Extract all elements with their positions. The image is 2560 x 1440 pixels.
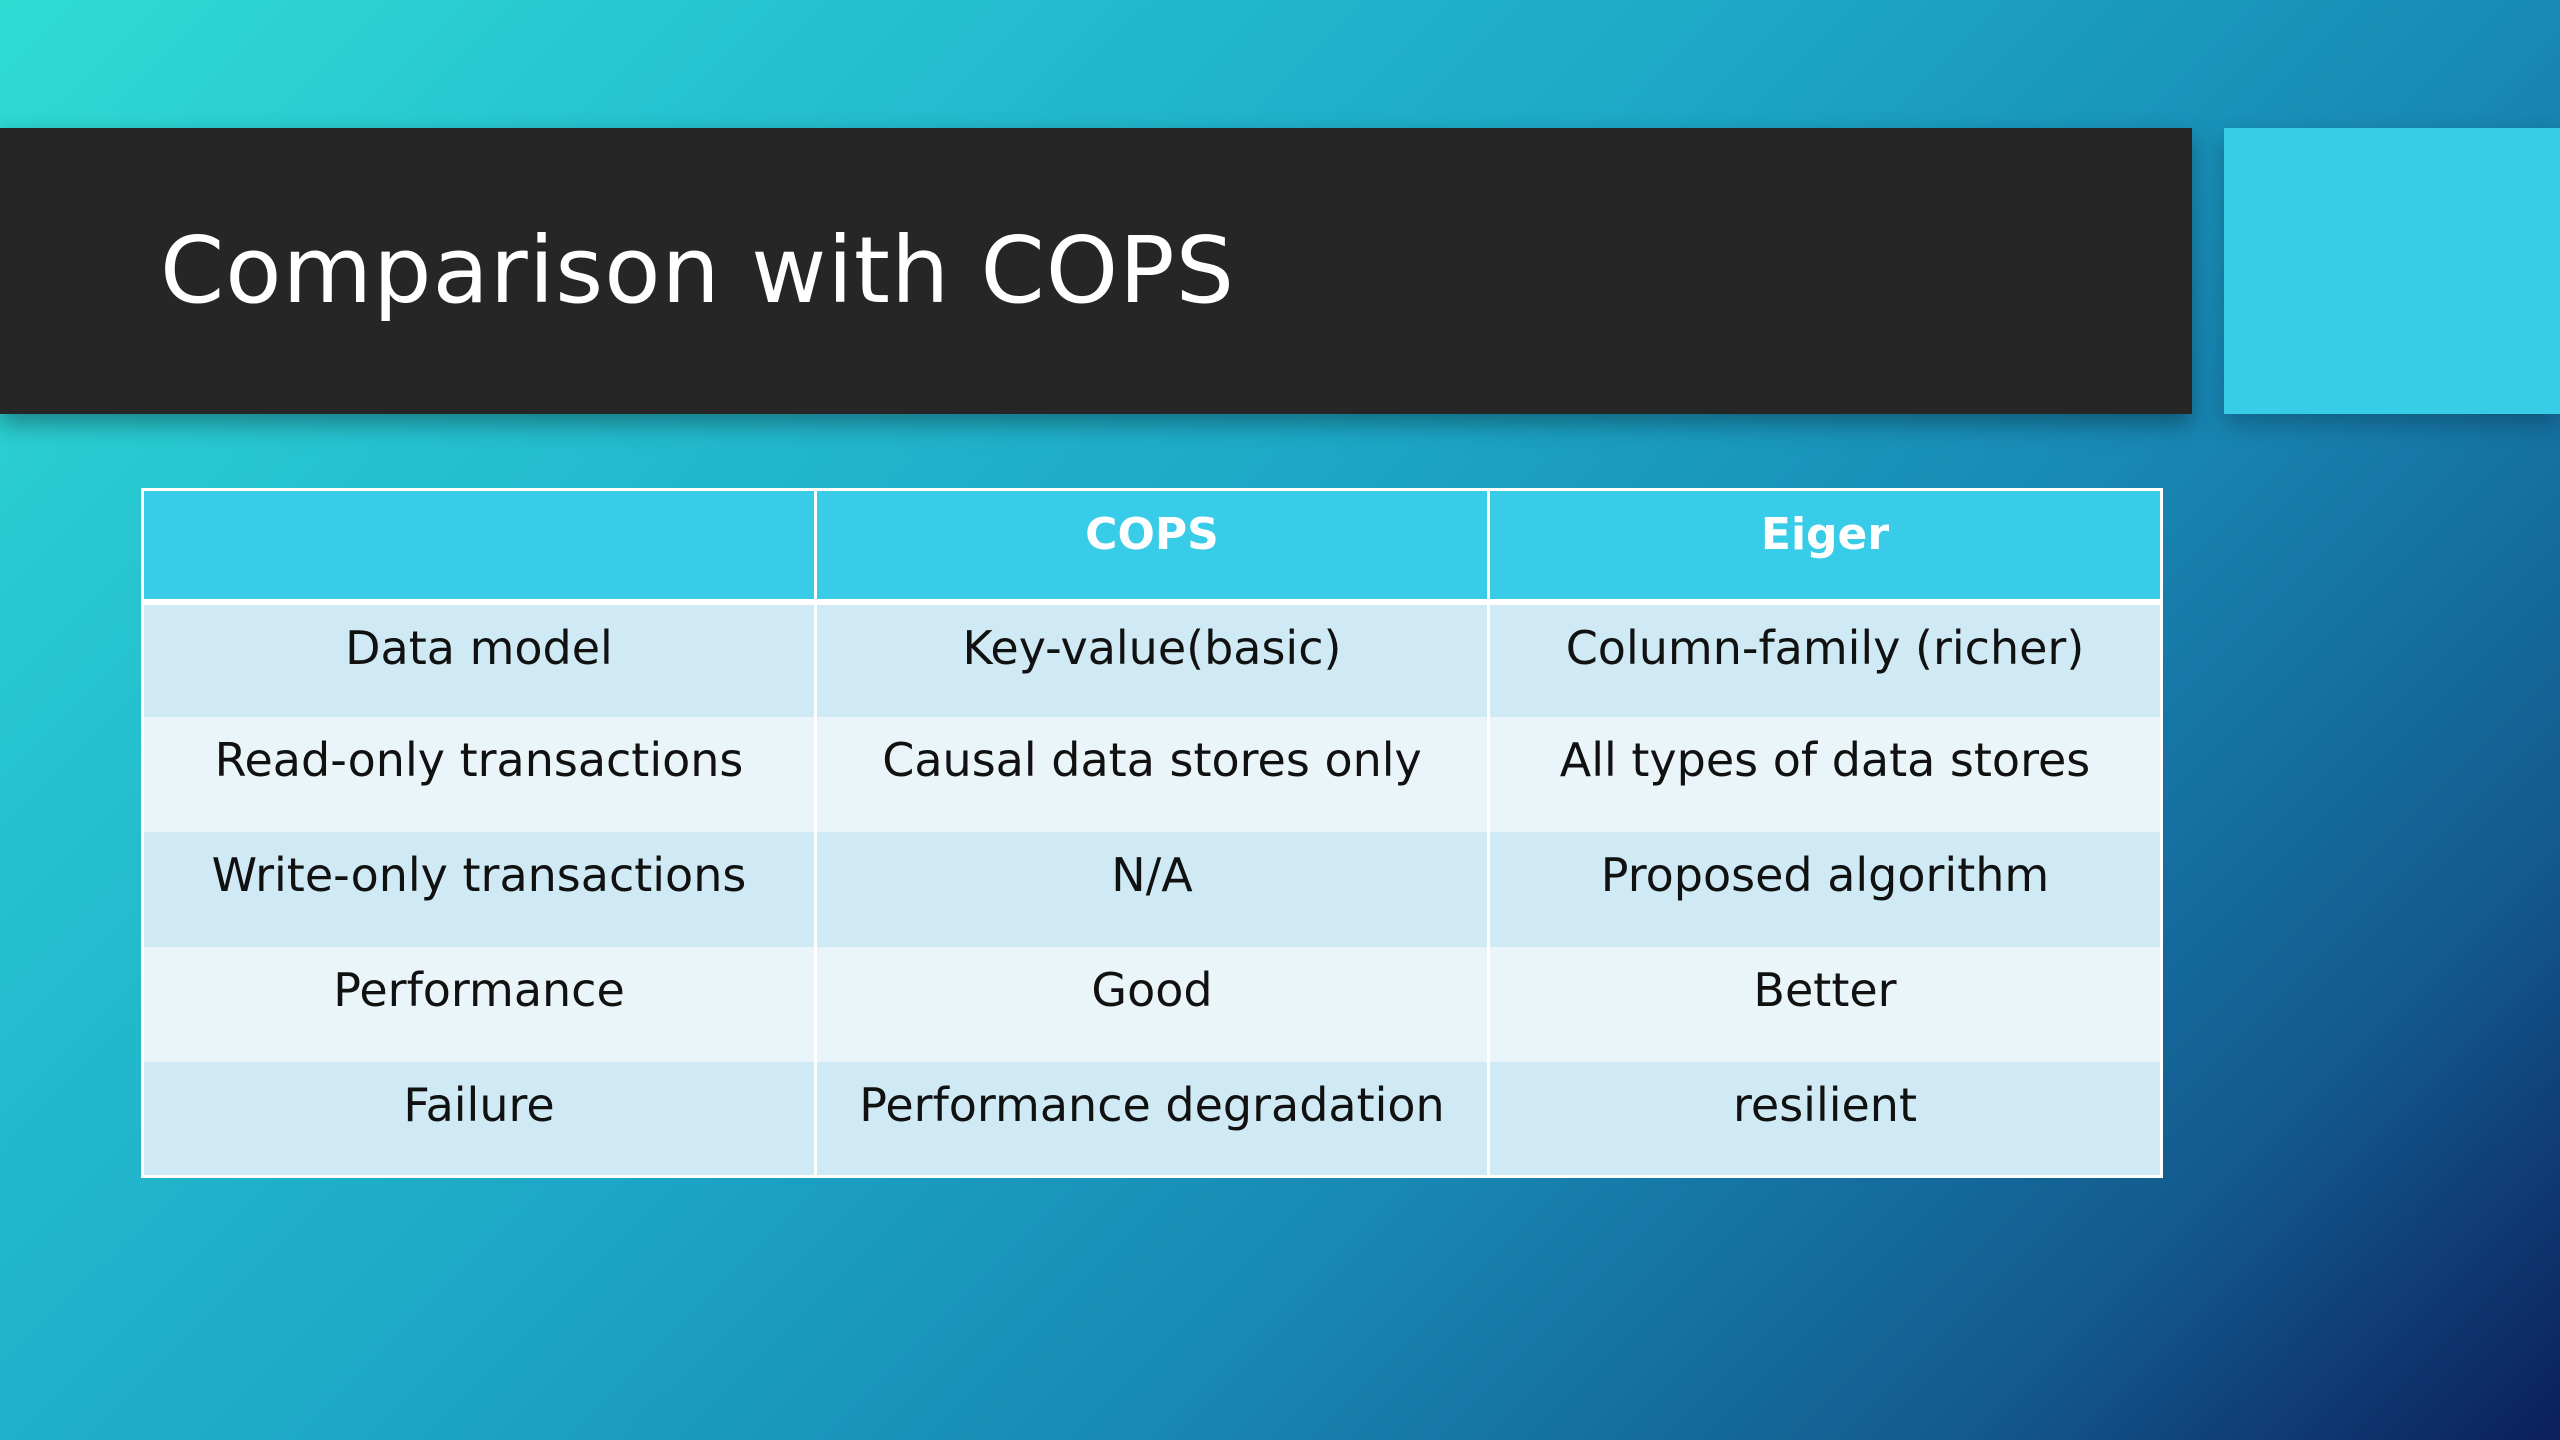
- table-row: Read-only transactions Causal data store…: [141, 716, 2163, 832]
- row-label-cell: Data model: [141, 601, 817, 717]
- eiger-cell: Better: [1487, 946, 2163, 1062]
- comparison-table: COPS Eiger Data model Key-value(basic) C…: [141, 488, 2163, 1178]
- eiger-cell: Proposed algorithm: [1487, 831, 2163, 947]
- row-label-cell: Failure: [141, 1061, 817, 1177]
- cops-cell: Key-value(basic): [814, 601, 1490, 717]
- table-row: Failure Performance degradation resilien…: [141, 1061, 2163, 1177]
- table-header-row: COPS Eiger: [141, 489, 2163, 605]
- table-row: Performance Good Better: [141, 946, 2163, 1062]
- title-bar: Comparison with COPS: [0, 128, 2192, 414]
- table-row: Write-only transactions N/A Proposed alg…: [141, 831, 2163, 947]
- row-label-cell: Read-only transactions: [141, 716, 817, 832]
- header-cell-eiger: Eiger: [1487, 489, 2163, 605]
- eiger-cell: All types of data stores: [1487, 716, 2163, 832]
- cops-cell: Causal data stores only: [814, 716, 1490, 832]
- eiger-cell: Column-family (richer): [1487, 601, 2163, 717]
- eiger-cell: resilient: [1487, 1061, 2163, 1177]
- accent-block: [2224, 128, 2560, 414]
- row-label-cell: Performance: [141, 946, 817, 1062]
- header-cell-empty: [141, 489, 817, 605]
- slide-title: Comparison with COPS: [160, 217, 1236, 324]
- cops-cell: N/A: [814, 831, 1490, 947]
- cops-cell: Good: [814, 946, 1490, 1062]
- cops-cell: Performance degradation: [814, 1061, 1490, 1177]
- header-cell-cops: COPS: [814, 489, 1490, 605]
- table-row: Data model Key-value(basic) Column-famil…: [141, 601, 2163, 717]
- row-label-cell: Write-only transactions: [141, 831, 817, 947]
